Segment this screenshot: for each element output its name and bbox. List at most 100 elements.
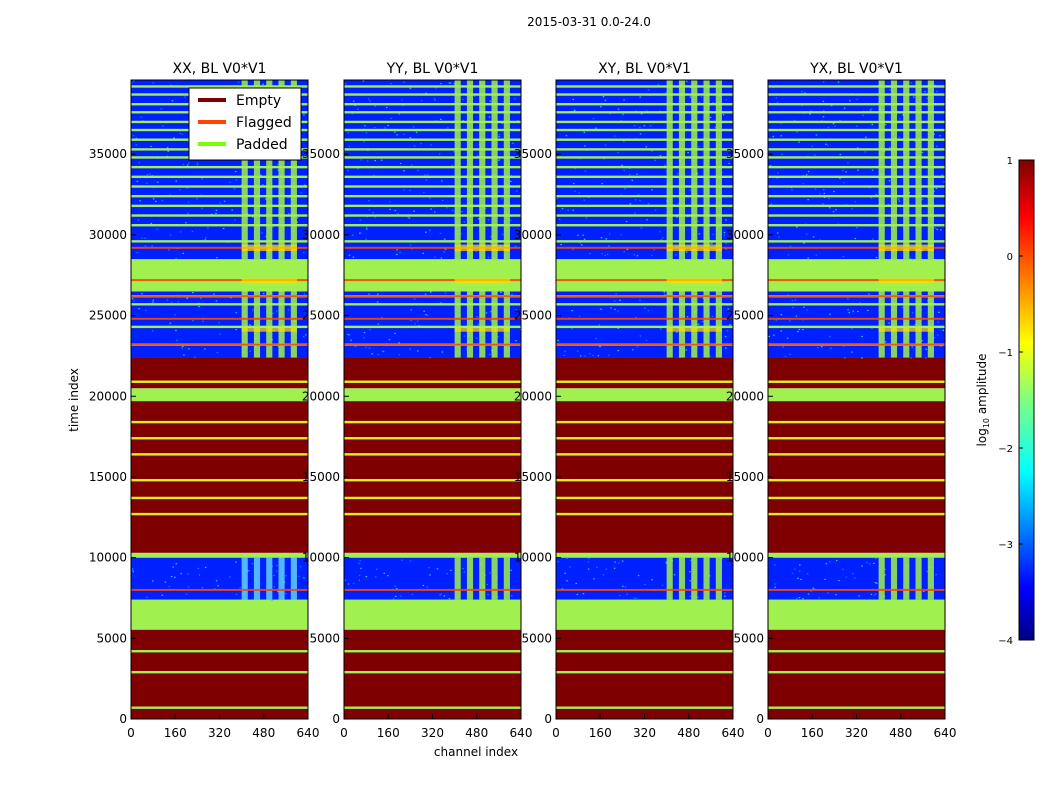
padded-line [131,214,308,217]
padded-band [556,388,733,402]
noise-speckle [398,354,400,356]
noise-speckle [723,234,726,236]
x-tick-label: 640 [297,726,320,740]
noise-speckle [835,209,837,211]
panel-title: XY, BL V0*V1 [598,61,691,77]
noise-speckle [600,309,603,311]
noise-speckle [802,183,805,185]
noise-speckle [617,327,619,329]
noise-speckle [564,572,566,574]
padded-line [556,380,733,383]
noise-speckle [647,309,650,312]
noise-speckle [426,314,429,316]
padded-line [131,671,308,674]
noise-speckle [181,347,183,349]
y-tick-label: 30000 [514,228,552,242]
noise-speckle [443,595,446,597]
noise-speckle [348,254,351,256]
noise-speckle [796,131,798,133]
noise-speckle [487,219,490,221]
noise-speckle [182,252,185,254]
noise-speckle [514,245,517,247]
noise-speckle [939,135,941,137]
noise-speckle [839,153,842,156]
noise-speckle [802,598,804,600]
noise-speckle [712,102,714,104]
noise-speckle [181,133,184,135]
noise-speckle [186,297,188,299]
noise-speckle [440,118,442,120]
y-tick-label: 5000 [96,631,127,645]
noise-speckle [589,253,591,255]
noise-speckle [819,193,821,195]
noise-speckle [422,252,425,254]
noise-speckle [352,256,355,258]
noise-speckle [887,203,890,206]
noise-speckle [884,341,887,343]
noise-speckle [921,340,923,342]
noise-speckle [377,353,380,356]
noise-speckle [724,595,726,597]
y-tick-label: 15000 [302,470,340,484]
noise-speckle [576,593,578,596]
noise-speckle [822,81,825,83]
noise-speckle [634,212,637,214]
noise-speckle [921,151,924,153]
noise-speckle [835,594,837,596]
noise-speckle [647,203,650,205]
noise-speckle [364,125,366,127]
padded-line [556,138,733,141]
active-stripe [691,291,698,358]
noise-speckle [410,319,413,322]
noise-speckle [302,251,305,254]
noise-speckle [445,248,447,251]
noise-speckle [400,595,402,597]
padded-line [768,138,945,141]
noise-speckle [151,174,154,177]
padded-line [768,478,945,482]
noise-speckle [940,229,942,231]
noise-speckle [818,597,821,599]
active-stripe [703,557,710,600]
noise-speckle [871,169,874,171]
noise-speckle [689,96,692,98]
active-stripe [479,557,486,600]
padded-line [344,303,521,306]
noise-speckle [614,308,616,311]
noise-speckle [396,253,398,256]
noise-speckle [424,293,427,295]
noise-speckle [487,594,489,596]
noise-speckle [511,142,514,144]
noise-speckle [769,165,772,167]
padded-line [768,103,945,106]
padded-line [344,103,521,106]
noise-speckle [230,297,232,299]
noise-speckle [399,251,401,253]
noise-speckle [303,114,305,116]
noise-speckle [366,160,369,162]
x-tick-label: 480 [889,726,912,740]
y-tick-label: 30000 [726,228,764,242]
noise-speckle [489,572,491,574]
padded-line [768,627,945,630]
noise-speckle [797,330,799,333]
noise-speckle [374,126,376,129]
active-stripe [454,80,461,260]
noise-speckle [884,124,887,126]
noise-speckle [725,248,727,250]
noise-speckle [587,568,590,570]
noise-speckle [933,336,936,339]
noise-speckle [192,291,194,294]
noise-speckle [502,206,504,208]
noise-speckle [174,314,176,316]
noise-speckle [774,564,776,566]
noise-speckle [140,116,142,118]
noise-speckle [196,198,198,200]
padded-line [344,185,521,188]
y-tick-label: 20000 [89,389,127,403]
noise-speckle [645,339,648,341]
noise-speckle [149,173,151,175]
padded-line [768,224,945,227]
noise-speckle [573,109,576,111]
noise-speckle [420,143,422,145]
